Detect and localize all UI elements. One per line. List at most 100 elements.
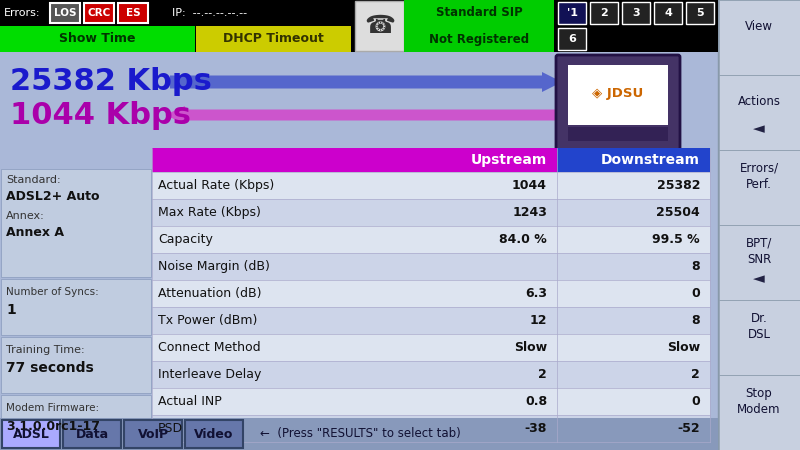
Text: 25382 Kbps: 25382 Kbps xyxy=(10,68,212,96)
Text: IP:  --.--.--.--.--: IP: --.--.--.--.-- xyxy=(172,8,247,18)
Text: Show Time: Show Time xyxy=(59,32,136,45)
Bar xyxy=(719,225,800,300)
Text: ←  (Press "RESULTS" to select tab): ← (Press "RESULTS" to select tab) xyxy=(260,428,461,441)
Text: Errors/
Perf.: Errors/ Perf. xyxy=(739,162,778,191)
Text: Downstream: Downstream xyxy=(601,153,700,167)
FancyBboxPatch shape xyxy=(63,420,121,448)
Text: Connect Method: Connect Method xyxy=(158,341,261,354)
Text: Training Time:: Training Time: xyxy=(6,345,85,355)
Text: 6: 6 xyxy=(568,34,576,44)
Text: Modem Firmware:: Modem Firmware: xyxy=(6,403,99,413)
Text: 0.8: 0.8 xyxy=(525,395,547,408)
Text: Slow: Slow xyxy=(514,341,547,354)
Text: Errors:: Errors: xyxy=(4,8,41,18)
Bar xyxy=(152,361,710,388)
Bar xyxy=(404,0,554,52)
Text: Interleave Delay: Interleave Delay xyxy=(158,368,262,381)
Bar xyxy=(719,150,800,225)
Text: Upstream: Upstream xyxy=(470,153,547,167)
Text: Standard SIP: Standard SIP xyxy=(436,6,522,19)
FancyBboxPatch shape xyxy=(84,3,114,23)
Text: Annex:: Annex: xyxy=(6,211,45,221)
Text: 2: 2 xyxy=(600,8,608,18)
Bar xyxy=(196,26,351,52)
Text: 1: 1 xyxy=(6,303,16,317)
Bar xyxy=(152,226,710,253)
FancyBboxPatch shape xyxy=(50,3,80,23)
FancyBboxPatch shape xyxy=(1,395,151,450)
Bar xyxy=(152,388,710,415)
Text: Standard:: Standard: xyxy=(6,175,61,185)
Text: 25382: 25382 xyxy=(657,179,700,192)
Bar xyxy=(152,172,710,199)
FancyBboxPatch shape xyxy=(185,420,243,448)
Text: 1044 Kbps: 1044 Kbps xyxy=(10,100,191,130)
Bar xyxy=(719,375,800,450)
Text: Dr.
DSL: Dr. DSL xyxy=(747,312,770,341)
FancyBboxPatch shape xyxy=(124,420,182,448)
Bar xyxy=(719,300,800,375)
Text: ◄: ◄ xyxy=(753,271,765,287)
Text: Number of Syncs:: Number of Syncs: xyxy=(6,287,98,297)
Text: -38: -38 xyxy=(525,422,547,435)
Text: 2: 2 xyxy=(691,368,700,381)
Bar xyxy=(718,0,800,450)
Text: 6.3: 6.3 xyxy=(525,287,547,300)
Text: ES: ES xyxy=(126,8,140,18)
Text: ADSL2+ Auto: ADSL2+ Auto xyxy=(6,189,99,202)
Bar xyxy=(152,415,710,442)
Text: Attenuation (dB): Attenuation (dB) xyxy=(158,287,262,300)
Text: Stop
Modem: Stop Modem xyxy=(738,387,781,416)
Text: 8: 8 xyxy=(691,260,700,273)
Bar xyxy=(0,26,195,52)
Text: CRC: CRC xyxy=(87,8,110,18)
FancyBboxPatch shape xyxy=(622,2,650,24)
Text: 84.0 %: 84.0 % xyxy=(499,233,547,246)
Text: ☎: ☎ xyxy=(364,14,395,38)
Text: 3.1.0.0rc1-17: 3.1.0.0rc1-17 xyxy=(6,419,100,432)
Text: Actions: Actions xyxy=(738,95,781,108)
Text: 0: 0 xyxy=(691,395,700,408)
Bar xyxy=(719,75,800,150)
Text: Noise Margin (dB): Noise Margin (dB) xyxy=(158,260,270,273)
Text: ADSL: ADSL xyxy=(13,428,50,441)
Bar xyxy=(355,1,404,51)
Text: 99.5 %: 99.5 % xyxy=(652,233,700,246)
FancyBboxPatch shape xyxy=(1,169,151,277)
FancyBboxPatch shape xyxy=(654,2,682,24)
Text: 5: 5 xyxy=(696,8,704,18)
Bar xyxy=(152,280,710,307)
Bar xyxy=(152,307,710,334)
Text: Max Rate (Kbps): Max Rate (Kbps) xyxy=(158,206,261,219)
Text: View: View xyxy=(745,20,773,33)
Text: 2: 2 xyxy=(538,368,547,381)
Bar xyxy=(152,253,710,280)
FancyBboxPatch shape xyxy=(1,279,151,335)
Text: 12: 12 xyxy=(530,314,547,327)
Text: VoIP: VoIP xyxy=(138,428,169,441)
FancyBboxPatch shape xyxy=(558,28,586,50)
Bar xyxy=(0,0,718,26)
Bar xyxy=(0,26,718,52)
Bar xyxy=(152,334,710,361)
FancyBboxPatch shape xyxy=(2,420,60,448)
FancyBboxPatch shape xyxy=(118,3,148,23)
FancyBboxPatch shape xyxy=(556,55,680,151)
Text: Actual INP: Actual INP xyxy=(158,395,222,408)
Text: DHCP Timeout: DHCP Timeout xyxy=(223,32,324,45)
Text: 8: 8 xyxy=(691,314,700,327)
Text: Slow: Slow xyxy=(667,341,700,354)
Bar xyxy=(152,148,557,172)
Text: Annex A: Annex A xyxy=(6,225,64,238)
Text: Actual Rate (Kbps): Actual Rate (Kbps) xyxy=(158,179,274,192)
Text: 0: 0 xyxy=(691,287,700,300)
Text: 77 seconds: 77 seconds xyxy=(6,361,94,375)
Bar xyxy=(557,148,710,172)
Bar xyxy=(0,418,718,450)
Text: Capacity: Capacity xyxy=(158,233,213,246)
Text: BPT/
SNR: BPT/ SNR xyxy=(746,237,772,266)
FancyArrow shape xyxy=(165,106,557,124)
FancyBboxPatch shape xyxy=(558,2,586,24)
Bar xyxy=(719,0,800,75)
FancyBboxPatch shape xyxy=(1,337,151,393)
